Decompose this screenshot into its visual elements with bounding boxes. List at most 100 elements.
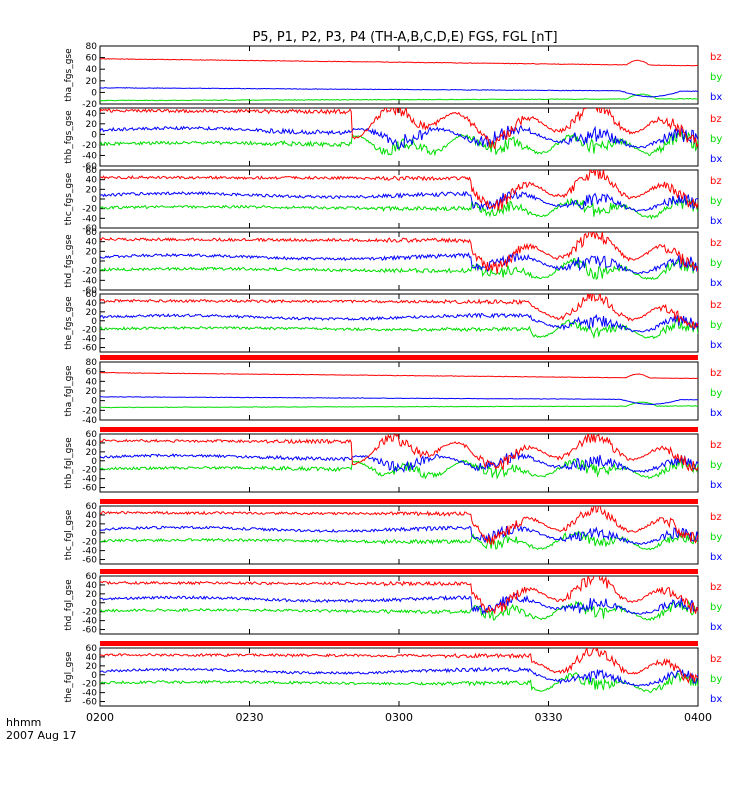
legend-bx: bx [710, 216, 722, 227]
y-tick-label: -20 [82, 680, 97, 690]
legend-by: by [710, 320, 722, 331]
y-tick-label: 40 [86, 653, 98, 663]
quality-bar [100, 355, 698, 360]
y-tick-label: 40 [86, 176, 98, 186]
y-tick-label: -20 [82, 466, 97, 476]
y-tick-label: 0 [91, 130, 97, 140]
series-line-bx [100, 87, 698, 98]
legend-by: by [710, 72, 722, 83]
y-tick-label: 0 [91, 671, 97, 681]
y-tick-label: 20 [86, 448, 98, 458]
series-line-bz [100, 232, 698, 274]
x-tick-label: 0230 [236, 711, 264, 724]
y-tick-label: 20 [86, 662, 98, 672]
legend-bx: bx [710, 278, 722, 289]
y-tick-label: -40 [82, 335, 97, 345]
y-tick-label: -60 [82, 484, 97, 494]
series-line-bz [100, 58, 698, 67]
y-axis-label: thb_fgl_gse [64, 437, 74, 489]
x-tick-label: 0330 [535, 711, 563, 724]
y-tick-label: 0 [91, 317, 97, 327]
y-tick-label: -20 [82, 141, 97, 151]
quality-bar [100, 641, 698, 646]
y-tick-label: 20 [86, 590, 98, 600]
y-tick-label: -60 [82, 286, 97, 296]
legend-bz: bz [710, 52, 722, 63]
legend-by: by [710, 134, 722, 145]
series-line-by [100, 93, 698, 102]
y-tick-label: -40 [82, 416, 97, 426]
y-tick-label: 0 [91, 457, 97, 467]
series-line-bx [100, 189, 698, 212]
y-tick-label: 60 [86, 290, 98, 300]
y-axis-label: thd_fgs_gse [64, 234, 74, 288]
y-axis-label: the_fgs_gse [64, 296, 74, 350]
legend-bx: bx [710, 154, 722, 165]
legend-bz: bz [710, 440, 722, 451]
y-tick-label: 20 [86, 387, 98, 397]
y-tick-label: 40 [86, 511, 98, 521]
legend-bz: bz [710, 114, 722, 125]
y-axis-label: thd_fgl_gse [64, 579, 74, 631]
y-axis-label: thc_fgs_gse [64, 172, 74, 225]
legend-bz: bz [710, 512, 722, 523]
legend-bz: bz [710, 300, 722, 311]
panel-frame [99, 45, 699, 105]
series-line-bz [100, 294, 698, 329]
legend-bx: bx [710, 552, 722, 563]
y-tick-label: 80 [86, 42, 98, 52]
y-tick-label: 60 [86, 228, 98, 238]
y-axis-label: thc_fgl_gse [64, 509, 74, 560]
y-tick-label: 40 [86, 299, 98, 309]
series-line-bx [100, 451, 698, 473]
legend-bz: bz [710, 654, 722, 665]
chart-title: P5, P1, P2, P3, P4 (TH-A,B,C,D,E) FGS, F… [252, 30, 557, 45]
y-tick-label: 40 [86, 109, 98, 119]
x-tick-label: 0200 [86, 711, 114, 724]
y-tick-label: 0 [91, 257, 97, 267]
series-line-bx [100, 523, 698, 545]
y-tick-label: 60 [86, 54, 98, 64]
series-line-by [100, 257, 698, 281]
panel-frame [99, 575, 699, 635]
series-line-bz [100, 170, 698, 211]
y-tick-label: 0 [91, 397, 97, 407]
y-tick-label: 20 [86, 185, 98, 195]
date-label: 2007 Aug 17 [6, 729, 76, 742]
series-line-bz [100, 434, 698, 473]
y-tick-label: -60 [82, 344, 97, 354]
y-tick-label: 40 [86, 377, 98, 387]
panel-frame [99, 107, 699, 167]
y-tick-label: 0 [91, 195, 97, 205]
y-tick-label: -60 [82, 162, 97, 172]
legend-bx: bx [710, 694, 722, 705]
panel-frame [99, 361, 699, 421]
legend-bx: bx [710, 340, 722, 351]
y-tick-label: 0 [91, 88, 97, 98]
legend-bz: bz [710, 176, 722, 187]
series-line-bx [100, 666, 698, 687]
y-tick-label: -60 [82, 224, 97, 234]
y-tick-label: -60 [82, 626, 97, 636]
y-tick-label: -40 [82, 617, 97, 627]
y-tick-label: -20 [82, 326, 97, 336]
y-tick-label: 40 [86, 238, 98, 248]
y-tick-label: 20 [86, 308, 98, 318]
y-tick-label: 60 [86, 368, 98, 378]
series-line-bx [100, 396, 698, 406]
y-tick-label: -40 [82, 475, 97, 485]
legend-bx: bx [710, 622, 722, 633]
y-axis-label: tha_fgs_gse [64, 48, 74, 102]
series-line-by [100, 401, 698, 409]
y-tick-label: 20 [86, 520, 98, 530]
series-line-bx [100, 252, 698, 275]
quality-bar [100, 569, 698, 574]
